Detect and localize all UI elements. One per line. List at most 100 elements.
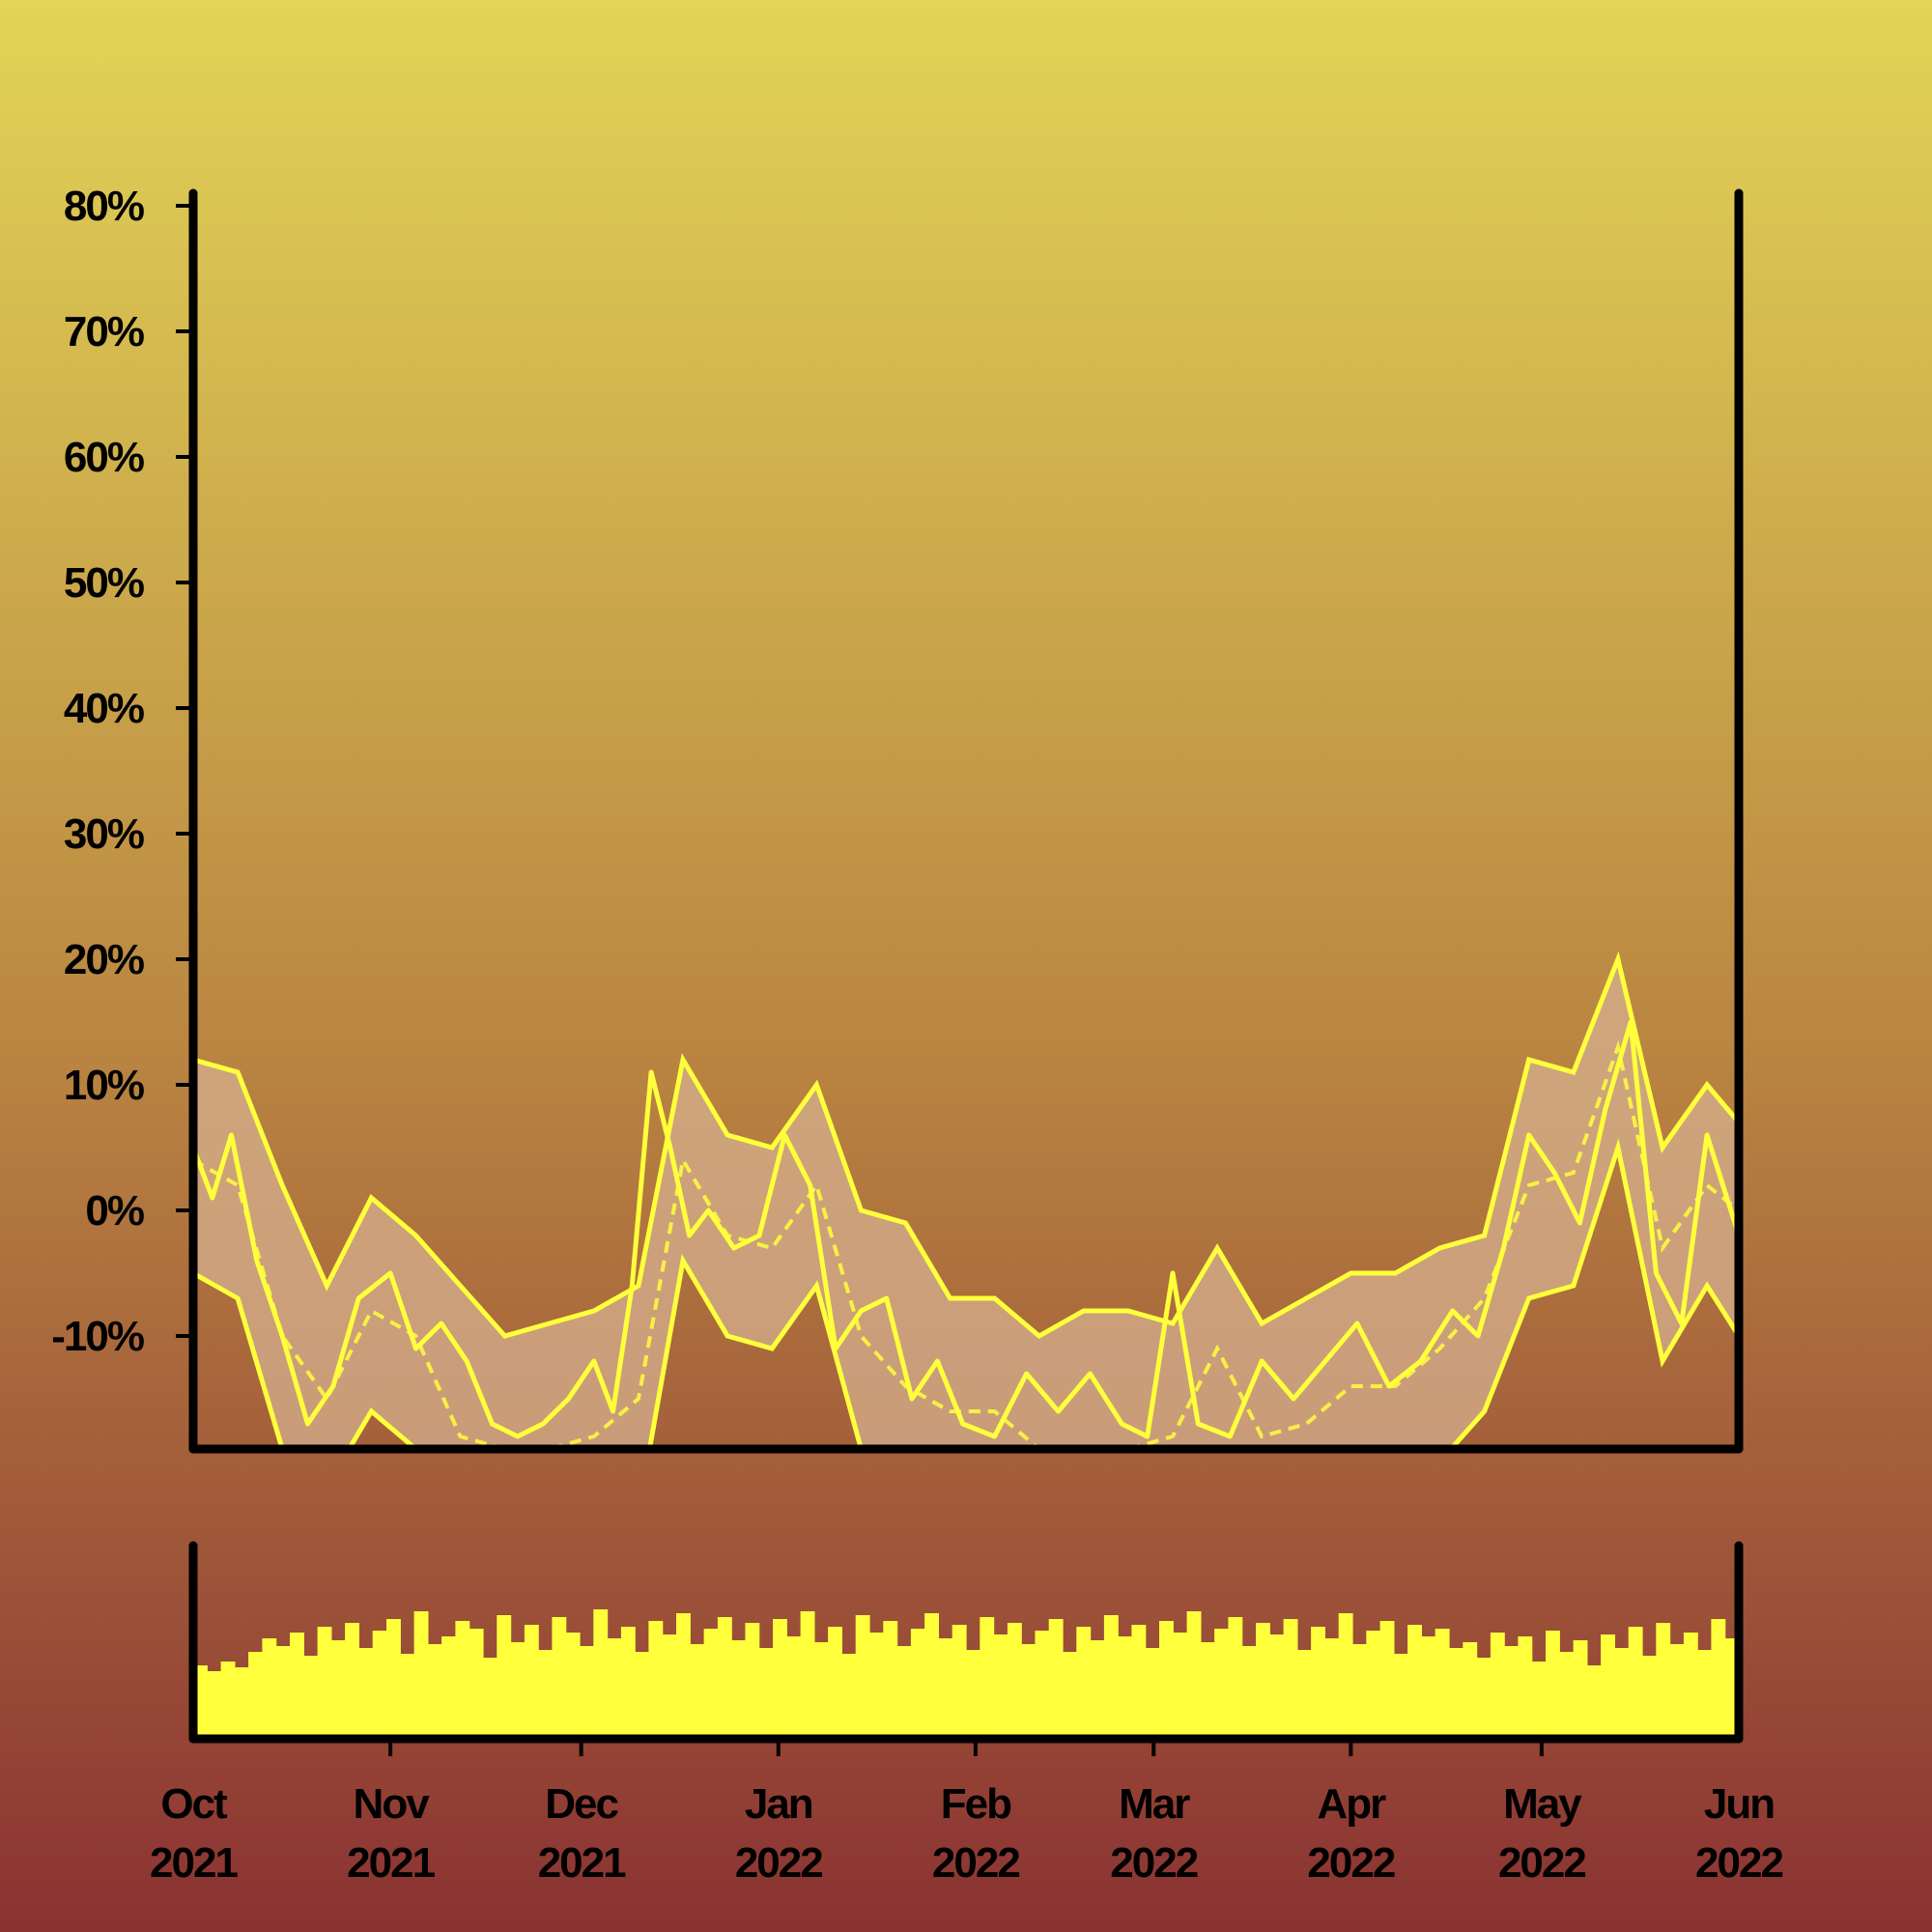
x-tick-label-year: 2022 bbox=[1498, 1839, 1585, 1887]
volume-bar bbox=[1449, 1648, 1463, 1739]
volume-bar bbox=[303, 1656, 319, 1739]
volume-bar bbox=[565, 1633, 581, 1739]
volume-bar bbox=[427, 1644, 442, 1739]
volume-bar bbox=[1476, 1658, 1492, 1739]
x-tick-label-month: Mar bbox=[1119, 1780, 1190, 1828]
y-tick-label: 50% bbox=[64, 559, 144, 607]
y-tick-label: 0% bbox=[85, 1187, 143, 1235]
volume-bar bbox=[1490, 1633, 1505, 1739]
x-tick-label-month: Oct bbox=[160, 1780, 228, 1828]
volume-bar bbox=[1642, 1656, 1657, 1739]
volume-bar bbox=[1214, 1629, 1229, 1739]
x-tick-label-year: 2022 bbox=[735, 1839, 822, 1887]
volume-bar bbox=[1007, 1623, 1022, 1739]
volume-bar bbox=[1463, 1642, 1478, 1739]
y-tick-label: 80% bbox=[64, 183, 144, 230]
volume-bar bbox=[841, 1654, 857, 1739]
volume-bar bbox=[386, 1619, 401, 1739]
x-tick-label-month: Nov bbox=[354, 1780, 431, 1828]
volume-bar bbox=[773, 1619, 787, 1739]
volume-bar bbox=[1021, 1644, 1036, 1739]
volume-bar bbox=[275, 1646, 291, 1739]
volume-bar bbox=[248, 1652, 263, 1739]
volume-bar bbox=[207, 1671, 222, 1739]
volume-bar bbox=[1076, 1627, 1092, 1739]
volume-bar bbox=[1586, 1665, 1602, 1739]
volume-bar bbox=[1366, 1631, 1381, 1739]
series-line-0 bbox=[193, 1019, 1739, 1439]
volume-bar bbox=[413, 1611, 429, 1739]
volume-bar bbox=[1228, 1617, 1243, 1739]
volume-bar bbox=[1311, 1627, 1325, 1739]
volume-bar bbox=[1173, 1633, 1188, 1739]
volume-bar bbox=[1393, 1654, 1408, 1739]
volume-bar bbox=[497, 1615, 512, 1739]
x-tick-label-month: May bbox=[1503, 1780, 1582, 1828]
volume-bar bbox=[717, 1617, 732, 1739]
x-tick-label-month: Feb bbox=[941, 1780, 1011, 1828]
volume-bar bbox=[552, 1617, 567, 1739]
volume-bar bbox=[317, 1627, 332, 1739]
volume-bar bbox=[455, 1621, 470, 1739]
volume-bar bbox=[1186, 1611, 1202, 1739]
volume-bar bbox=[1063, 1652, 1077, 1739]
volume-bar bbox=[1531, 1662, 1547, 1739]
volume-bar bbox=[828, 1627, 842, 1739]
volume-bar bbox=[1711, 1619, 1726, 1739]
volume-bar bbox=[786, 1636, 802, 1739]
volume-bar bbox=[635, 1652, 649, 1739]
volume-bar bbox=[800, 1611, 815, 1739]
y-tick-label: 20% bbox=[64, 936, 144, 983]
volume-bar bbox=[469, 1629, 484, 1739]
volume-bar bbox=[1269, 1634, 1285, 1739]
x-tick-label-year: 2021 bbox=[538, 1839, 626, 1887]
y-tick-label: 70% bbox=[64, 308, 144, 355]
y-tick-label: 30% bbox=[64, 810, 144, 858]
volume-bar bbox=[330, 1640, 346, 1739]
volume-bar bbox=[524, 1625, 539, 1739]
volume-bar bbox=[745, 1623, 760, 1739]
volume-bar bbox=[1256, 1623, 1270, 1739]
volume-bar bbox=[924, 1613, 939, 1739]
upper-band-line bbox=[193, 951, 1739, 1340]
volume-bar bbox=[1131, 1625, 1147, 1739]
volume-bar bbox=[1518, 1636, 1533, 1739]
y-tick-label: 10% bbox=[64, 1062, 144, 1109]
volume-bar bbox=[441, 1636, 456, 1739]
volume-bar bbox=[1200, 1642, 1215, 1739]
volume-bar bbox=[1573, 1640, 1588, 1739]
x-tick-label-year: 2021 bbox=[347, 1839, 435, 1887]
x-tick-label-year: 2021 bbox=[150, 1839, 238, 1887]
volume-bar bbox=[676, 1613, 691, 1739]
volume-bar bbox=[1669, 1644, 1685, 1739]
volume-bar bbox=[980, 1617, 995, 1739]
x-tick-label-month: Dec bbox=[545, 1780, 618, 1828]
volume-bar bbox=[1601, 1634, 1615, 1739]
volume-bar bbox=[1407, 1625, 1422, 1739]
volume-bar bbox=[731, 1640, 746, 1739]
volume-bar bbox=[1048, 1619, 1064, 1739]
volume-bar bbox=[262, 1638, 277, 1739]
x-tick-label-year: 2022 bbox=[1307, 1839, 1394, 1887]
volume-bar bbox=[648, 1621, 664, 1739]
volume-bar bbox=[1103, 1615, 1119, 1739]
volume-bar bbox=[1546, 1631, 1560, 1739]
y-tick-label: 60% bbox=[64, 434, 144, 481]
lower-band-line bbox=[193, 1138, 1739, 1449]
volume-bar bbox=[869, 1633, 884, 1739]
x-tick-label-month: Apr bbox=[1317, 1780, 1386, 1828]
volume-bar bbox=[1324, 1638, 1340, 1739]
volume-bar bbox=[1435, 1629, 1450, 1739]
volume-bar bbox=[483, 1658, 497, 1739]
plot-area bbox=[193, 951, 1739, 1449]
volume-bar bbox=[620, 1627, 636, 1739]
volume-bar bbox=[938, 1638, 953, 1739]
volume-bar bbox=[758, 1648, 774, 1739]
y-tick-label: 40% bbox=[64, 685, 144, 732]
volume-bar bbox=[290, 1633, 304, 1739]
volume-bar bbox=[1614, 1648, 1630, 1739]
volume-bar bbox=[952, 1625, 967, 1739]
